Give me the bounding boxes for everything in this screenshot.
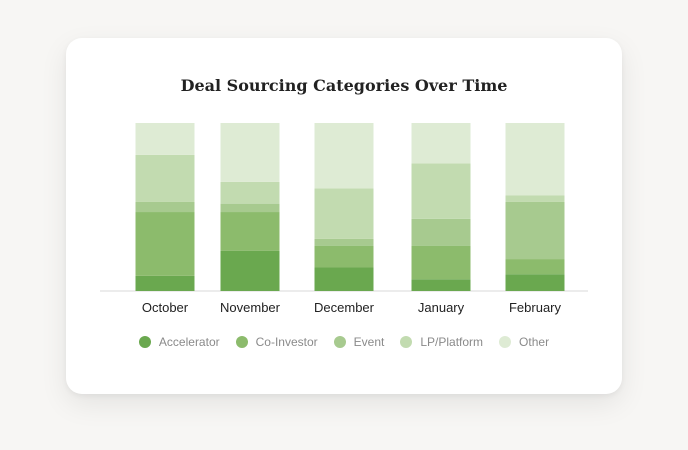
bar-segment-october-accelerator [135,275,195,291]
bar-segment-january-accelerator [411,279,471,291]
bar-segment-november-event [220,203,280,213]
legend-label: Co-Investor [255,335,318,349]
bar-segment-november-co-investor [220,212,280,251]
legend-label: Accelerator [158,335,220,349]
bar-segment-february-other [505,123,565,196]
legend-label: LP/Platform [420,335,484,349]
legend-swatch [400,336,413,348]
chart-legend: Accelerator Co-Investor Event LP/Platform Ot… [66,335,622,349]
bar-segment-february-lp-platform [505,195,565,202]
bar-segment-february-co-investor [505,259,565,275]
bar-segment-january-event [411,218,471,246]
legend-item: Event [333,335,385,349]
legend-swatch [499,336,512,348]
bar-segment-february-event [505,201,565,260]
legend-item: Other [499,335,549,349]
bar-segment-december-event [314,238,374,246]
bar-segment-december-co-investor [314,245,374,268]
chart-card: Deal Sourcing Categories Over Time Octob… [66,38,622,394]
legend-label: Event [353,335,385,349]
bar-segment-january-co-investor [411,245,471,280]
x-tick-label: February [509,300,562,315]
bar-segment-january-other [411,123,471,164]
bar-segment-october-event [135,201,195,213]
x-tick-label: December [314,300,375,315]
bar-segment-december-other [314,123,374,189]
bar-segment-december-accelerator [314,267,374,291]
legend-item: Co-Investor [235,335,318,349]
bar-segment-february-accelerator [505,274,565,291]
bar-segment-december-lp-platform [314,188,374,239]
x-tick-label: October [142,300,189,315]
bar-segment-october-co-investor [135,212,195,276]
legend-item: Accelerator [138,335,220,349]
bar-segment-november-accelerator [220,250,280,291]
legend-swatch [235,336,248,348]
legend-swatch [333,336,346,348]
bar-segment-january-lp-platform [411,163,471,219]
legend-item: LP/Platform [400,335,483,349]
chart-title: Deal Sourcing Categories Over Time [180,76,508,95]
bar-segment-october-lp-platform [135,154,195,202]
legend-swatch [138,336,151,348]
stacked-bar-chart: October November December January February [100,123,588,315]
x-tick-label: January [418,300,465,315]
bar-segment-november-lp-platform [220,181,280,204]
legend-label: Other [519,335,550,349]
x-tick-label: November [220,300,281,315]
bar-segment-october-other [135,123,195,155]
bar-segment-november-other [220,123,280,182]
